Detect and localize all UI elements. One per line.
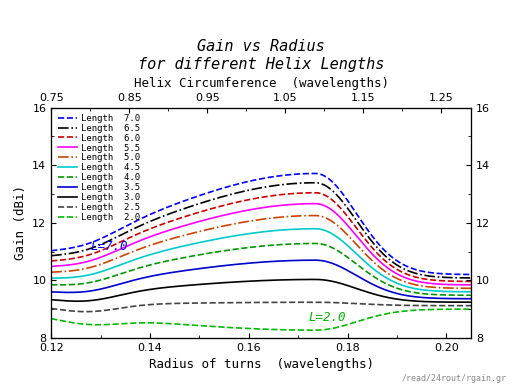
Text: /read/24rout/rgain.gr: /read/24rout/rgain.gr [402, 374, 507, 383]
Title: Gain vs Radius
for different Helix Lengths: Gain vs Radius for different Helix Lengt… [138, 40, 385, 72]
Y-axis label: Gain (dBi): Gain (dBi) [14, 185, 27, 260]
Text: L=7.0: L=7.0 [91, 240, 128, 253]
X-axis label: Helix Circumference  (wavelengths): Helix Circumference (wavelengths) [134, 77, 389, 90]
X-axis label: Radius of turns  (wavelengths): Radius of turns (wavelengths) [148, 358, 374, 371]
Legend: Length  7.0, Length  6.5, Length  6.0, Length  5.5, Length  5.0, Length  4.5, Le: Length 7.0, Length 6.5, Length 6.0, Leng… [56, 112, 142, 223]
Text: L=2.0: L=2.0 [308, 311, 346, 324]
